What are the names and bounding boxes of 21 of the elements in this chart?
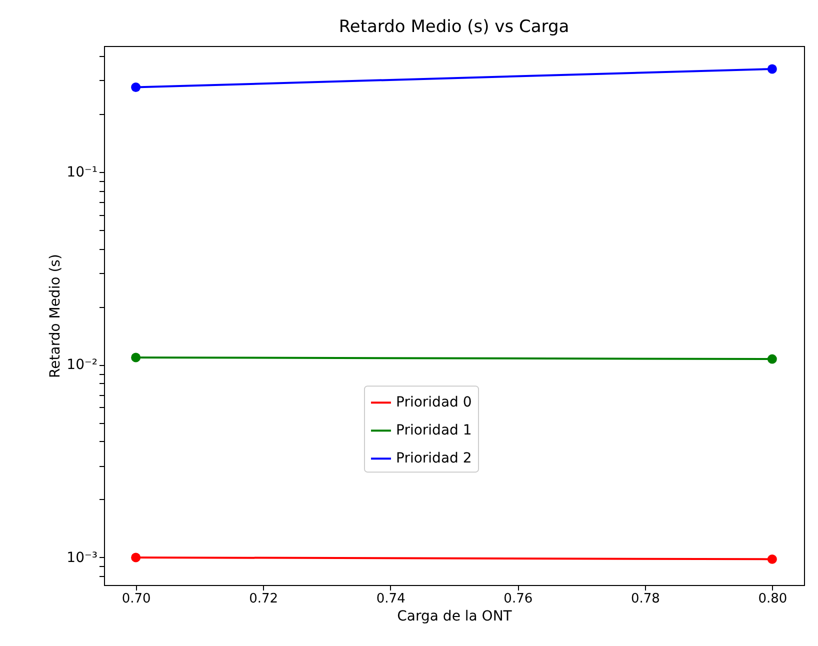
chart-title: Retardo Medio (s) vs Carga: [338, 17, 570, 37]
x-tick-label: 0.74: [376, 592, 406, 606]
legend-label: Prioridad 0: [396, 394, 472, 411]
x-tick-label: 0.80: [758, 592, 788, 606]
point: [131, 352, 141, 362]
point: [767, 554, 777, 564]
x-tick-label: 0.76: [504, 592, 533, 606]
x-tick-label: 0.78: [630, 592, 660, 606]
point: [767, 354, 777, 364]
x-tick-label: 0.72: [249, 592, 278, 606]
y-tick-label: 10⁻¹: [66, 164, 98, 180]
legend-label: Prioridad 2: [396, 450, 472, 467]
point: [131, 552, 141, 562]
point: [767, 64, 777, 74]
x-tick-label: 0.70: [122, 592, 151, 606]
y-axis-title: Retardo Medio (s): [48, 254, 64, 378]
point: [131, 82, 141, 92]
legend-label: Prioridad 1: [396, 422, 472, 439]
y-tick-label: 10⁻³: [66, 550, 98, 566]
x-axis-title: Carga de la ONT: [397, 608, 512, 624]
y-tick-label: 10⁻²: [66, 357, 98, 374]
